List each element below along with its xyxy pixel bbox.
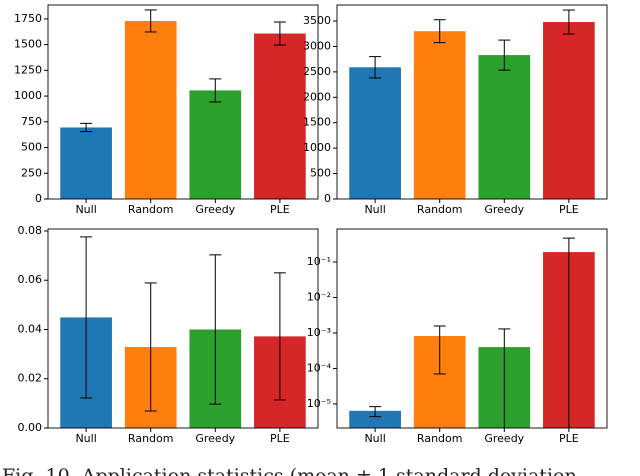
x-tick-label: Null bbox=[364, 432, 385, 445]
bar bbox=[124, 20, 177, 199]
x-tick-label: PLE bbox=[270, 203, 290, 216]
x-tick-label: Greedy bbox=[195, 432, 235, 445]
bar bbox=[189, 90, 242, 199]
bar bbox=[543, 22, 595, 200]
x-tick-label: Random bbox=[417, 432, 463, 445]
y-tick-label: 1000 bbox=[14, 89, 42, 102]
y-tick-label: 250 bbox=[21, 166, 42, 179]
y-tick-label: 500 bbox=[310, 167, 331, 180]
x-tick-label: Greedy bbox=[484, 432, 524, 445]
bar bbox=[349, 410, 401, 428]
y-tick-label: 10⁻⁴ bbox=[307, 361, 332, 374]
x-tick-label: PLE bbox=[559, 432, 579, 445]
x-tick-label: Random bbox=[128, 203, 174, 216]
y-tick-label: 1250 bbox=[14, 63, 42, 76]
bar bbox=[349, 67, 401, 199]
y-tick-label: 0.08 bbox=[18, 224, 43, 237]
y-tick-label: 750 bbox=[21, 115, 42, 128]
y-tick-label: 0.00 bbox=[18, 421, 43, 434]
x-tick-label: PLE bbox=[559, 203, 579, 216]
bar bbox=[60, 127, 112, 199]
axes-frame bbox=[336, 4, 608, 200]
y-tick-label: 10⁻⁵ bbox=[307, 397, 331, 410]
bar bbox=[478, 55, 531, 199]
y-tick-label: 2500 bbox=[303, 65, 331, 78]
y-tick-label: 0.02 bbox=[18, 372, 43, 385]
y-tick-label: 0 bbox=[35, 192, 42, 205]
x-tick-label: Random bbox=[417, 203, 463, 216]
x-tick-label: Null bbox=[364, 203, 385, 216]
x-tick-label: Random bbox=[128, 432, 174, 445]
axes-frame bbox=[47, 228, 319, 429]
y-tick-label: 10⁻³ bbox=[307, 326, 331, 339]
bar bbox=[254, 33, 306, 199]
y-tick-label: 1750 bbox=[14, 12, 42, 25]
axes-frame bbox=[336, 228, 608, 429]
y-tick-label: 3500 bbox=[303, 14, 331, 27]
y-tick-label: 3000 bbox=[303, 39, 331, 52]
y-tick-label: 1500 bbox=[303, 116, 331, 129]
y-tick-label: 1000 bbox=[303, 141, 331, 154]
x-tick-label: Null bbox=[75, 432, 96, 445]
y-tick-label: 0.04 bbox=[18, 322, 43, 335]
y-tick-label: 500 bbox=[21, 141, 42, 154]
y-tick-label: 10⁻² bbox=[307, 290, 331, 303]
bar bbox=[413, 31, 466, 200]
y-tick-label: 10⁻¹ bbox=[307, 255, 331, 268]
y-tick-label: 0.06 bbox=[18, 273, 43, 286]
caption: Fig. 10. Application statistics (mean ± … bbox=[2, 465, 577, 476]
axes-frame bbox=[47, 4, 319, 200]
y-tick-label: 0 bbox=[324, 192, 331, 205]
x-tick-label: Greedy bbox=[484, 203, 524, 216]
x-tick-label: Greedy bbox=[195, 203, 235, 216]
x-tick-label: PLE bbox=[270, 432, 290, 445]
y-tick-label: 2000 bbox=[303, 90, 331, 103]
x-tick-label: Null bbox=[75, 203, 96, 216]
y-tick-label: 1500 bbox=[14, 38, 42, 51]
